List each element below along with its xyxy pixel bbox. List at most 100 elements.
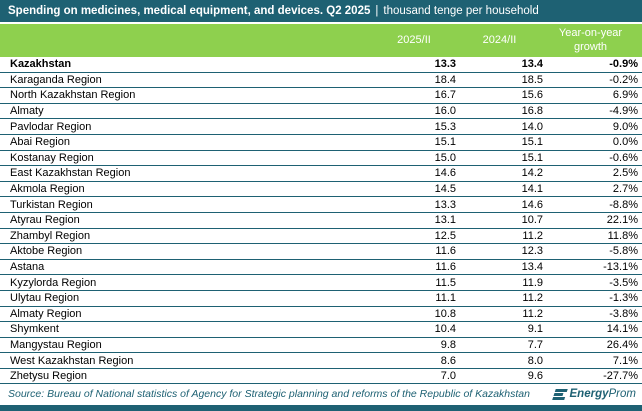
value-growth: 2.5% — [612, 167, 638, 180]
region-name: North Kazakhstan Region — [10, 89, 136, 102]
value-2024: 10.7 — [521, 214, 543, 227]
value-2024: 7.7 — [527, 338, 543, 351]
value-growth: -0.9% — [609, 58, 638, 71]
value-2025: 9.8 — [440, 338, 456, 351]
title-bar: Spending on medicines, medical equipment… — [0, 0, 642, 22]
value-2024: 12.3 — [521, 245, 543, 258]
value-2024: 13.4 — [521, 58, 543, 71]
value-growth: -4.9% — [609, 105, 638, 118]
energyprom-logo: EnergyProm — [551, 388, 636, 401]
region-name: Zhetysu Region — [10, 370, 88, 383]
source-note: Source: Bureau of National statistics of… — [8, 388, 530, 401]
value-2024: 16.8 — [521, 105, 543, 118]
value-growth: 7.1% — [612, 354, 638, 367]
region-name: Zhambyl Region — [10, 229, 91, 242]
value-2024: 11.2 — [522, 307, 543, 320]
value-2024: 14.0 — [521, 120, 543, 133]
title-unit: thousand tenge per household — [383, 5, 539, 17]
value-growth: 6.9% — [612, 89, 638, 102]
region-name: Atyrau Region — [10, 214, 80, 227]
table-row: Shymkent 10.4 9.1 14.1% — [0, 322, 642, 338]
footer: Source: Bureau of National statistics of… — [0, 384, 642, 404]
value-growth: 26.4% — [606, 338, 638, 351]
page-title: Spending on medicines, medical equipment… — [8, 5, 371, 17]
table-row: Kyzylorda Region 11.5 11.9 -3.5% — [0, 275, 642, 291]
region-name: Abai Region — [10, 136, 70, 149]
table-row: East Kazakhstan Region 14.6 14.2 2.5% — [0, 166, 642, 182]
value-growth: -5.8% — [609, 245, 638, 258]
value-2025: 13.3 — [434, 198, 456, 211]
value-growth: 9.0% — [612, 120, 638, 133]
value-2024: 11.2 — [522, 292, 543, 305]
value-2025: 11.6 — [435, 261, 456, 274]
value-growth: -1.3% — [609, 292, 638, 305]
region-name: Aktobe Region — [10, 245, 83, 258]
value-growth: 22.1% — [606, 214, 638, 227]
value-2025: 14.5 — [434, 183, 456, 196]
value-2024: 9.6 — [527, 370, 543, 383]
table-row: Kazakhstan 13.3 13.4 -0.9% — [0, 57, 642, 73]
region-name: Kyzylorda Region — [10, 276, 97, 289]
region-name: Ulytau Region — [10, 292, 80, 305]
value-growth: 2.7% — [612, 183, 638, 196]
value-2025: 13.1 — [434, 214, 456, 227]
bottom-accent-bar — [0, 405, 642, 411]
region-name: West Kazakhstan Region — [10, 354, 134, 367]
table-row: Aktobe Region 11.6 12.3 -5.8% — [0, 244, 642, 260]
value-2025: 11.6 — [435, 245, 456, 258]
value-growth: 11.8% — [607, 229, 638, 242]
value-2025: 16.7 — [434, 89, 456, 102]
value-2025: 15.3 — [434, 120, 456, 133]
table-row: Almaty Region 10.8 11.2 -3.8% — [0, 306, 642, 323]
value-2025: 10.8 — [434, 307, 456, 320]
value-2025: 13.3 — [434, 58, 456, 71]
value-2024: 14.2 — [521, 167, 543, 180]
value-growth: 14.1% — [606, 323, 638, 336]
table-row: Almaty 16.0 16.8 -4.9% — [0, 103, 642, 120]
table-row: Zhambyl Region 12.5 11.2 11.8% — [0, 228, 642, 245]
column-header-growth: Year-on-year growth — [558, 26, 623, 53]
table-row: West Kazakhstan Region 8.6 8.0 7.1% — [0, 353, 642, 369]
value-2024: 11.2 — [522, 229, 543, 242]
value-2025: 16.0 — [434, 105, 456, 118]
region-name: Kazakhstan — [10, 58, 72, 71]
value-2024: 14.1 — [521, 183, 543, 196]
region-name: Mangystau Region — [10, 338, 102, 351]
region-name: Shymkent — [10, 323, 59, 336]
value-2024: 9.1 — [527, 323, 543, 336]
region-name: East Kazakhstan Region — [10, 167, 131, 180]
region-name: Karaganda Region — [10, 73, 102, 86]
value-2025: 10.4 — [434, 323, 456, 336]
table-row: Karaganda Region 18.4 18.5 -0.2% — [0, 72, 642, 89]
logo-text-prom: Prom — [608, 388, 636, 401]
logo-text-energy: Energy — [569, 388, 609, 401]
energyprom-logo-icon — [551, 389, 568, 400]
value-2024: 15.1 — [521, 151, 543, 164]
table-row: Akmola Region 14.5 14.1 2.7% — [0, 181, 642, 198]
value-2025: 15.1 — [434, 136, 456, 149]
table-row: Ulytau Region 11.1 11.2 -1.3% — [0, 290, 642, 307]
column-header-2025: 2025/II — [397, 33, 431, 46]
column-header-2024: 2024/II — [482, 33, 517, 46]
region-name: Astana — [10, 261, 45, 274]
table-row: Mangystau Region 9.8 7.7 26.4% — [0, 337, 642, 354]
region-name: Turkistan Region — [10, 198, 93, 211]
value-2025: 8.6 — [440, 354, 456, 367]
value-2025: 11.1 — [435, 292, 456, 305]
table-row: Abai Region 15.1 15.1 0.0% — [0, 134, 642, 151]
value-2024: 8.0 — [527, 354, 543, 367]
value-2025: 15.0 — [434, 151, 456, 164]
value-2024: 13.4 — [521, 261, 543, 274]
table-header-row: 2025/II 2024/II Year-on-year growth — [0, 24, 642, 57]
value-growth: -13.1% — [603, 261, 638, 274]
title-separator: | — [375, 5, 379, 17]
value-2024: 14.6 — [521, 198, 543, 211]
region-name: Kostanay Region — [10, 151, 94, 164]
value-2025: 12.5 — [434, 229, 456, 242]
value-2024: 18.5 — [521, 73, 543, 86]
value-2024: 11.9 — [522, 276, 543, 289]
value-growth: -0.6% — [609, 151, 638, 164]
value-growth: 0.0% — [612, 136, 638, 149]
value-growth: -0.2% — [609, 73, 638, 86]
